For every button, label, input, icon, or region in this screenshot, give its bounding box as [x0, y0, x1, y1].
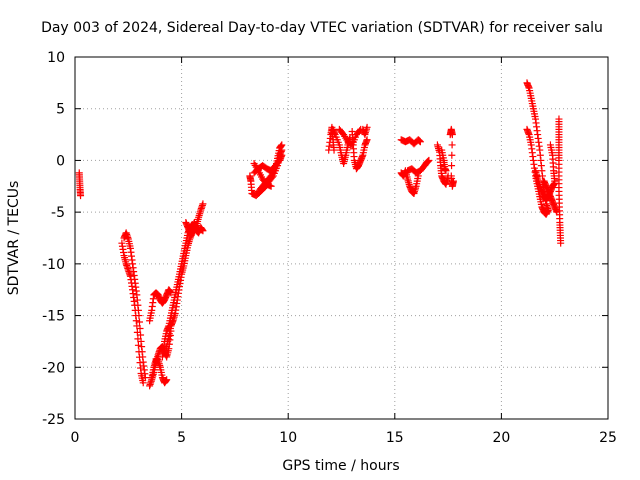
series-track-29 — [546, 141, 559, 185]
data-point — [134, 341, 142, 349]
x-axis-label: GPS time / hours — [282, 458, 399, 474]
y-tick-label: 10 — [47, 50, 65, 66]
series-track-23 — [438, 146, 450, 175]
data-point — [278, 141, 286, 149]
series-track-13 — [250, 160, 275, 190]
series-track-8 — [163, 200, 207, 351]
y-tick-label: 5 — [56, 102, 65, 118]
series-track-20 — [397, 167, 422, 198]
data-point — [136, 325, 144, 332]
series-track-17 — [348, 127, 371, 173]
data-point — [139, 379, 147, 387]
y-axis-label: SDTVAR / TECUs — [6, 181, 22, 296]
series-track-26 — [523, 125, 552, 218]
data-point — [267, 182, 275, 190]
series-track-3 — [120, 229, 149, 382]
series-track-5 — [148, 355, 171, 387]
data-point — [135, 318, 143, 326]
data-point — [137, 331, 145, 339]
data-points — [75, 79, 565, 390]
series-track-27 — [532, 167, 559, 204]
data-point — [442, 167, 450, 175]
x-tick-label: 5 — [177, 430, 186, 446]
data-point — [448, 151, 456, 159]
data-point — [448, 162, 456, 170]
series-track-12 — [254, 141, 286, 195]
y-tick-label: -25 — [42, 412, 65, 428]
data-point — [425, 156, 433, 164]
chart-title: Day 003 of 2024, Sidereal Day-to-day VTE… — [41, 20, 603, 36]
x-tick-label: 0 — [71, 430, 80, 446]
data-point — [416, 138, 424, 146]
x-tick-label: 20 — [492, 430, 510, 446]
data-point — [330, 146, 338, 154]
data-point — [77, 192, 85, 200]
series-track-1 — [75, 169, 85, 200]
grid-lines — [75, 57, 608, 419]
data-point — [141, 374, 149, 382]
data-point — [449, 177, 457, 185]
data-point — [363, 136, 371, 144]
series-track-30 — [555, 115, 565, 247]
data-point — [363, 123, 371, 131]
data-point — [544, 206, 552, 214]
data-point — [448, 131, 456, 139]
y-tick-label: -20 — [42, 360, 65, 376]
x-tick-label: 25 — [599, 430, 617, 446]
y-tick-label: -15 — [42, 309, 65, 325]
x-tick-label: 15 — [386, 430, 404, 446]
y-tick-label: -10 — [42, 257, 65, 273]
x-tick-label: 10 — [279, 430, 297, 446]
data-point — [551, 177, 559, 185]
series-track-21 — [404, 156, 433, 177]
tick-labels: 0 5 10 15 20 25 -25 -20 -15 -10 -5 0 5 10 — [42, 50, 617, 446]
data-point — [448, 141, 456, 149]
series-track-28 — [540, 177, 561, 216]
series-track-19 — [397, 136, 424, 148]
data-point — [557, 239, 565, 247]
series-track-18 — [359, 123, 371, 139]
data-point — [163, 376, 171, 384]
series-track-24 — [446, 125, 457, 190]
data-point — [199, 200, 207, 208]
plot-frame — [74, 56, 609, 420]
series-track-9 — [182, 218, 207, 237]
data-point — [135, 312, 143, 320]
y-tick-label: 0 — [56, 153, 65, 169]
series-track-6 — [146, 286, 175, 325]
y-tick-label: -5 — [51, 205, 65, 221]
data-point — [199, 227, 207, 235]
